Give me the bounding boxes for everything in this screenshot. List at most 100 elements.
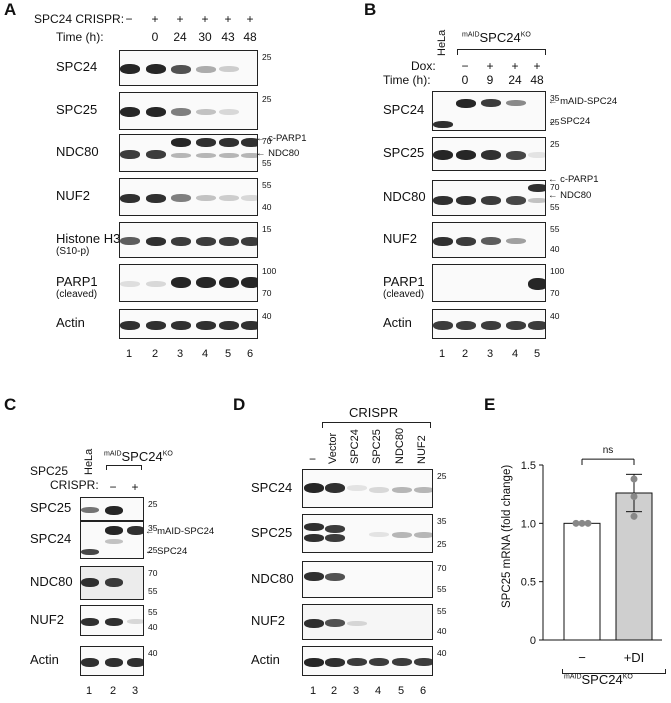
band xyxy=(171,108,191,116)
band xyxy=(506,100,526,107)
crispr-sign: + xyxy=(201,12,209,26)
band xyxy=(325,619,345,627)
band xyxy=(196,276,216,288)
band xyxy=(347,484,367,491)
crispr-sign: + xyxy=(131,480,139,494)
time-value: 24 xyxy=(173,30,187,44)
band xyxy=(456,150,476,160)
panel-label-c: C xyxy=(4,395,17,414)
band xyxy=(81,507,99,513)
crispr-sign: + xyxy=(246,12,254,26)
crispr-bracket-d xyxy=(322,422,431,428)
data-point xyxy=(630,493,638,500)
blot-membrane xyxy=(80,646,144,676)
blot-membrane xyxy=(302,469,433,508)
band xyxy=(120,64,140,74)
band xyxy=(241,195,257,201)
band xyxy=(304,522,324,531)
mw-marker: 100 xyxy=(550,266,565,276)
lane-number: 1 xyxy=(438,348,446,360)
band xyxy=(171,138,191,148)
mw-marker: 40 xyxy=(148,648,158,658)
band xyxy=(325,482,345,493)
data-point xyxy=(630,475,638,483)
band xyxy=(392,486,412,493)
band xyxy=(146,193,166,203)
band xyxy=(481,196,501,206)
band xyxy=(219,236,239,246)
blot-label: SPC24 xyxy=(251,479,293,495)
bar xyxy=(563,522,601,641)
crispr-sign: − xyxy=(109,480,117,494)
band xyxy=(506,150,526,160)
y-tick-label: 0.5 xyxy=(521,577,536,589)
band xyxy=(481,320,501,330)
time-value: 9 xyxy=(486,73,494,87)
band xyxy=(105,538,123,544)
blot-label: Actin xyxy=(251,652,280,667)
x-category-label: +DI xyxy=(624,650,645,665)
dox-row-label: Dox: xyxy=(411,59,436,73)
mw-marker: 15 xyxy=(262,224,272,234)
blot-membrane xyxy=(432,137,546,171)
band xyxy=(325,572,345,581)
band xyxy=(369,486,389,493)
blot-membrane xyxy=(80,497,144,521)
band xyxy=(304,534,324,543)
blot-sublabel: (S10-p) xyxy=(56,246,90,257)
crispr-row-label-c: CRISPR: xyxy=(50,478,99,492)
data-point xyxy=(630,512,638,520)
crispr-label-d: CRISPR xyxy=(349,405,399,420)
hela-label-b: HeLa xyxy=(436,29,448,56)
lane-number: 2 xyxy=(330,685,338,697)
mw-marker: 25 xyxy=(437,471,447,481)
lane-number: 2 xyxy=(151,348,159,360)
band xyxy=(528,278,545,290)
blot-label: NDC80 xyxy=(30,574,73,589)
band xyxy=(456,196,476,206)
blot-membrane xyxy=(302,514,433,553)
lane-number: 2 xyxy=(109,685,117,697)
hela-label-c: HeLa xyxy=(83,448,95,475)
band xyxy=(171,64,191,74)
lane-number: 6 xyxy=(419,685,427,697)
blot-membrane xyxy=(302,604,433,640)
band xyxy=(392,658,412,666)
band xyxy=(304,657,324,667)
dox-sign: + xyxy=(486,59,494,73)
lane-number: 3 xyxy=(352,685,360,697)
time-value: 0 xyxy=(151,30,159,44)
data-point xyxy=(572,519,580,527)
time-value: 0 xyxy=(461,73,469,87)
dox-sign: − xyxy=(461,59,469,73)
band xyxy=(146,281,166,287)
time-value: 30 xyxy=(198,30,212,44)
ndc80-annotation-b: ← NDC80 xyxy=(548,190,592,201)
blot-label: NUF2 xyxy=(56,188,90,203)
blot-label: SPC25 xyxy=(30,500,72,515)
panel-label-e: E xyxy=(484,395,496,414)
lane-number: 1 xyxy=(125,348,133,360)
blot-membrane xyxy=(432,180,546,216)
band xyxy=(196,109,216,115)
column-label: SPC24 xyxy=(349,429,361,464)
band xyxy=(105,617,123,626)
mw-marker: 35 xyxy=(550,93,560,103)
spc24-annotation-c: ← SPC24 xyxy=(145,546,188,557)
band xyxy=(81,577,99,587)
lane-number: 5 xyxy=(224,348,232,360)
blot-label: SPC25 xyxy=(383,145,425,160)
band xyxy=(146,149,166,159)
column-label: Vector xyxy=(327,432,339,464)
blot-membrane xyxy=(119,92,258,130)
significance-label: ns xyxy=(603,445,614,456)
mw-marker: 25 xyxy=(262,94,272,104)
band xyxy=(433,236,453,246)
mw-marker: 55 xyxy=(437,606,447,616)
band xyxy=(304,572,324,582)
blot-membrane xyxy=(302,561,433,598)
band xyxy=(241,236,257,246)
time-row-label: Time (h): xyxy=(56,30,104,44)
band xyxy=(171,320,191,330)
lane-number: 5 xyxy=(397,685,405,697)
